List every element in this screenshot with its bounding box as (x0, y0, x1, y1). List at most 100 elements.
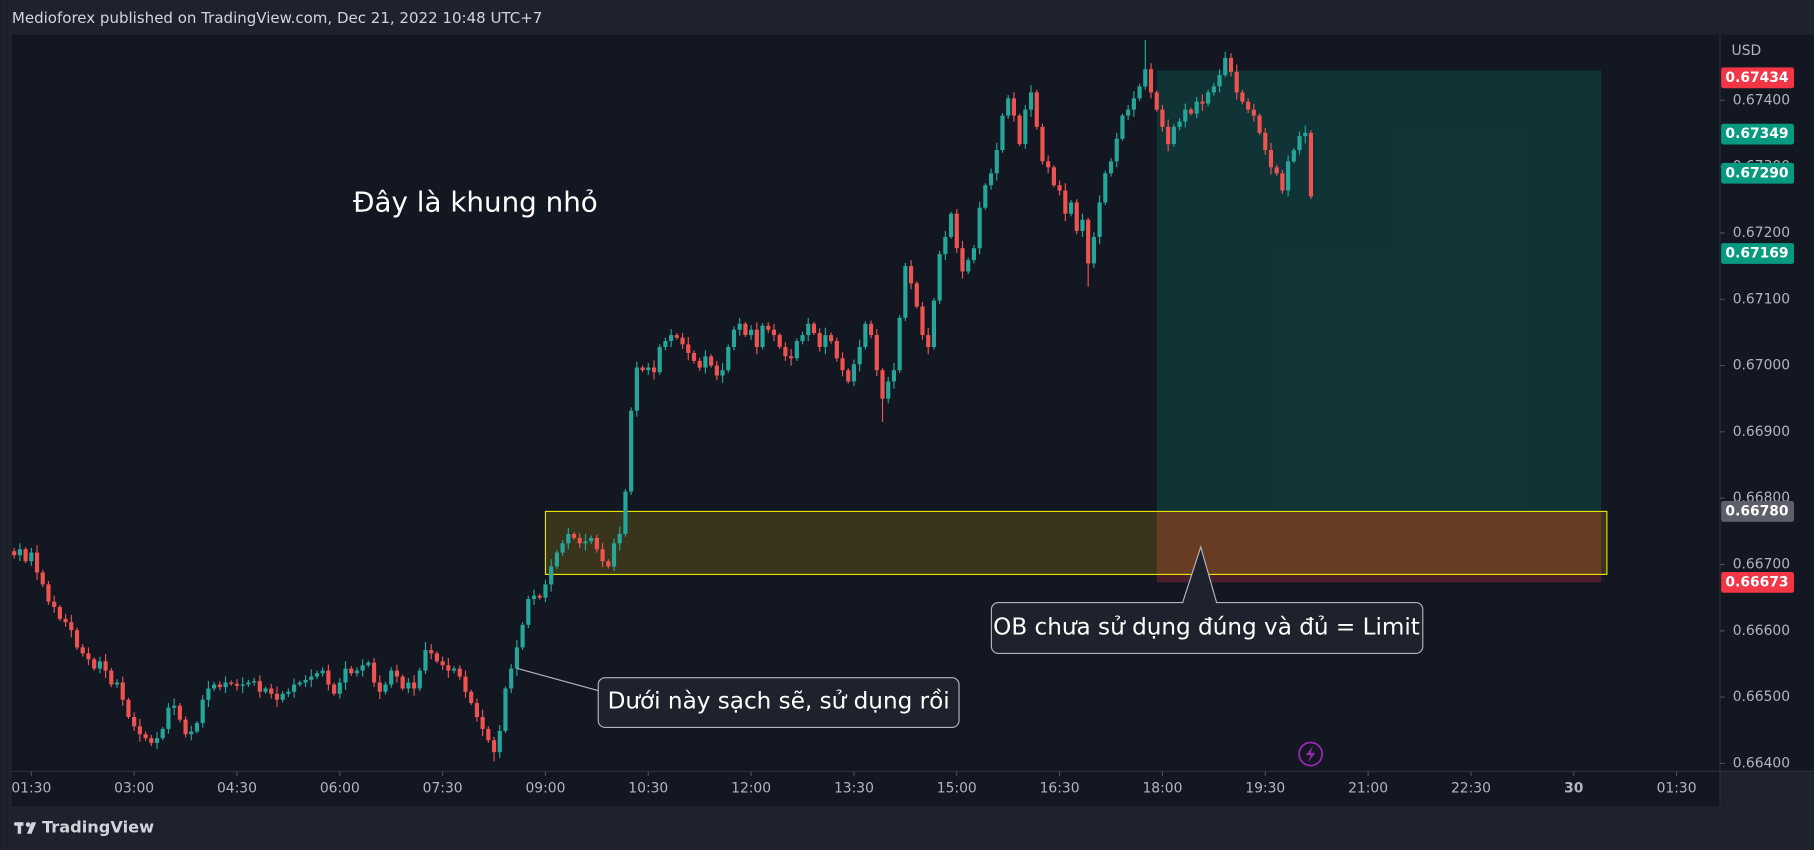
candle-body (394, 670, 400, 677)
candle-body (1114, 138, 1119, 162)
candle-body (297, 682, 302, 685)
candle-body (372, 662, 377, 683)
candle-body (172, 705, 177, 708)
candle-body (349, 668, 354, 674)
candle-body (1080, 219, 1085, 231)
candle-body (17, 549, 22, 556)
candle-body (1257, 115, 1262, 133)
candle-body (766, 325, 771, 330)
candle-body (1240, 92, 1245, 102)
candle-body (988, 173, 994, 186)
candle-body (120, 682, 125, 700)
x-tick-label: 22:30 (1451, 781, 1491, 797)
candle-body (983, 185, 988, 208)
candle-body (451, 668, 457, 671)
candle-body (246, 682, 251, 685)
candle-body (583, 541, 588, 544)
candle-body (74, 630, 80, 648)
candle-body (594, 537, 599, 550)
candle-body (1051, 167, 1056, 186)
candle-body (309, 676, 314, 680)
candle-body (314, 673, 320, 677)
candle-body (326, 670, 331, 685)
candle-body (1046, 161, 1051, 168)
event-icon[interactable] (1298, 741, 1324, 767)
candle-body (40, 572, 45, 585)
x-tick-label: 19:30 (1245, 781, 1285, 797)
candle-body (743, 323, 748, 336)
y-tick-label: 0.67100 (1733, 291, 1790, 307)
candle-body (549, 566, 554, 585)
candle-body (611, 543, 617, 567)
candle-body (680, 337, 685, 345)
x-tick-label: 01:30 (1657, 781, 1697, 797)
candle-body (571, 533, 577, 538)
candle-body (429, 650, 434, 654)
callout-pointer (517, 667, 602, 693)
candle-body (1011, 98, 1016, 116)
candle-body (640, 367, 645, 371)
candle-body (229, 682, 234, 684)
candle-body (223, 682, 228, 688)
candle-body (948, 213, 954, 237)
price-axis-area (1719, 34, 1814, 772)
price-tag (1721, 162, 1795, 184)
x-tick-label: 09:00 (525, 781, 565, 797)
candle-body (1108, 161, 1114, 174)
x-tick-label: 10:30 (628, 781, 668, 797)
candle-body (463, 676, 468, 692)
candle-body (303, 679, 308, 683)
candle-body (354, 670, 360, 674)
candle-body (897, 317, 902, 371)
candle-body (46, 584, 51, 602)
x-tick-label: 30 (1564, 781, 1583, 797)
drawings (544, 70, 1608, 583)
candle-body (166, 707, 171, 729)
candle-body (646, 367, 651, 371)
brand: TradingView (42, 818, 154, 837)
candle-body (332, 684, 337, 694)
candle-body (783, 346, 788, 357)
candle-body (937, 254, 942, 301)
candle-body (657, 346, 662, 373)
candle-body (400, 676, 405, 689)
candle-body (760, 325, 765, 347)
x-tick-label: 04:30 (217, 781, 257, 797)
candle-body (286, 691, 291, 694)
candle-body (109, 670, 114, 685)
candle-body (177, 705, 182, 720)
y-tick-label: 0.66500 (1733, 689, 1790, 705)
candle-body (806, 323, 811, 336)
candle-body (703, 356, 708, 368)
candle-body (566, 533, 571, 544)
candle-body (1017, 115, 1022, 145)
candle-body (1120, 115, 1125, 139)
candle-body (200, 699, 205, 723)
candle-body (669, 335, 674, 342)
candle-body (720, 370, 725, 376)
candle-body (577, 537, 582, 544)
candle-body (1308, 132, 1314, 197)
candle-body (931, 300, 937, 347)
callout-text: OB chưa sử dụng đúng và đủ = Limit (993, 614, 1420, 640)
plot-area (11, 34, 1720, 772)
candle-body (360, 665, 365, 671)
candle-body (1074, 202, 1079, 231)
candle-body (154, 738, 160, 743)
y-tick-label: 0.66400 (1733, 755, 1790, 771)
candle-body (1217, 75, 1222, 87)
candle-body (926, 335, 931, 347)
publisher-line: Medioforex published on TradingView.com,… (12, 9, 542, 27)
candle-body (674, 335, 679, 338)
y-tick-label: 0.66900 (1733, 424, 1790, 440)
candle-body (794, 341, 799, 359)
candle-body (434, 653, 440, 662)
x-tick-label: 07:30 (423, 781, 463, 797)
x-tick-label: 01:30 (11, 781, 51, 797)
x-tick-label: 06:00 (320, 781, 360, 797)
candle-body (63, 618, 68, 623)
candle-body (1063, 190, 1068, 214)
currency-label: USD (1732, 43, 1762, 59)
